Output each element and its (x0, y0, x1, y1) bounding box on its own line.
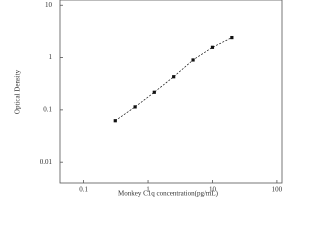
y-tick-label: 0.01 (40, 158, 53, 166)
data-point (230, 35, 234, 40)
data-point (113, 119, 117, 123)
y-tick-label: 0.1 (43, 105, 52, 113)
plot-frame (59, 0, 283, 184)
x-tick-label: 1 (146, 186, 150, 194)
data-point (152, 90, 156, 94)
y-tick-label: 1 (49, 53, 53, 61)
chart: Monkey C1q concentration(pg/mL) Optical … (14, 0, 283, 198)
x-tick-label: 100 (272, 186, 283, 194)
y-tick-label: 10 (45, 1, 53, 9)
data-point (191, 58, 195, 62)
x-tick-label: 0.1 (79, 186, 88, 194)
data-point (210, 45, 215, 49)
x-axis-label: Monkey C1q concentration(pg/mL) (118, 190, 219, 198)
data-point (133, 105, 137, 109)
data-point (172, 75, 176, 79)
x-tick-label: 10 (209, 186, 217, 194)
y-axis-label: Optical Density (14, 69, 22, 114)
fit-curve (115, 37, 233, 122)
